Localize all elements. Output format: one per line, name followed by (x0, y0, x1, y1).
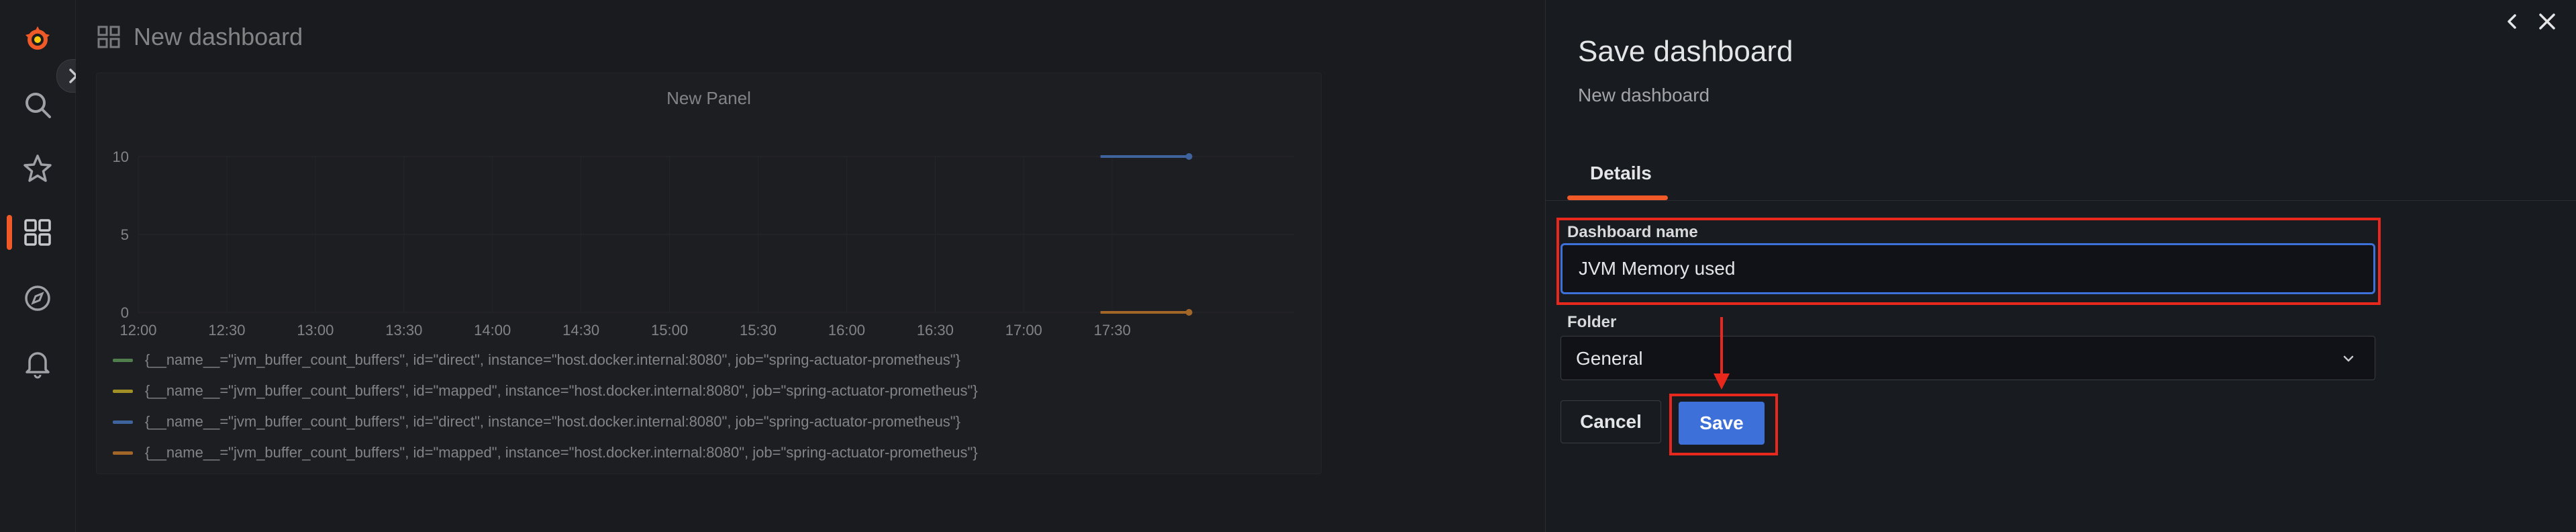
legend-swatch (113, 451, 133, 455)
x-tick-label: 15:30 (740, 322, 777, 339)
dashboard-name-input[interactable] (1561, 243, 2375, 294)
nav-active-indicator (7, 215, 12, 250)
collapse-drawer-button[interactable] (2497, 7, 2527, 36)
y-tick-label: 5 (121, 226, 129, 243)
legend-label: {__name__="jvm_buffer_count_buffers", id… (145, 351, 960, 368)
dashboard-header: New dashboard (96, 20, 303, 54)
y-tick-label: 10 (113, 148, 129, 165)
folder-label: Folder (1567, 313, 1617, 331)
alerting-bell-icon[interactable] (20, 345, 55, 380)
drawer-tabs: Details (1546, 146, 2576, 201)
x-tick-label: 15:00 (651, 322, 688, 339)
tab-active-underline (1567, 195, 1668, 200)
chevron-left-icon (2508, 14, 2516, 29)
grafana-logo-icon[interactable] (20, 21, 55, 56)
legend-item[interactable]: {__name__="jvm_buffer_count_buffers", id… (113, 406, 1254, 437)
legend-label: {__name__="jvm_buffer_count_buffers", id… (145, 413, 960, 430)
dashboard-area: New dashboard New Panel 0 5 10 12:00 12:30 13… (76, 0, 1545, 532)
series-point (1185, 153, 1193, 160)
legend-swatch (113, 358, 133, 362)
legend-swatch (113, 420, 133, 424)
chart-panel[interactable]: New Panel 0 5 10 12:00 12:30 13:00 13:30 14:00 1… (96, 73, 1322, 474)
explore-icon[interactable] (20, 281, 55, 316)
time-series-chart: 0 5 10 12:00 12:30 13:00 13:30 14:00 14:30 15:00 1… (113, 148, 1294, 339)
x-tick-label: 16:00 (828, 322, 865, 339)
dashboard-name-label: Dashboard name (1567, 223, 1698, 241)
legend-label: {__name__="jvm_buffer_count_buffers", id… (145, 444, 978, 461)
x-tick-label: 17:30 (1094, 322, 1131, 339)
dashboard-title[interactable]: New dashboard (134, 23, 303, 50)
tab-details-label: Details (1590, 163, 1652, 183)
drawer-title: Save dashboard (1578, 35, 1793, 68)
cancel-button[interactable]: Cancel (1561, 400, 1661, 443)
chevron-down-icon (2343, 355, 2354, 362)
highlight-name-box (1556, 218, 2381, 305)
x-tick-label: 13:30 (385, 322, 422, 339)
legend-item[interactable]: {__name__="jvm_buffer_count_buffers", id… (113, 375, 1254, 406)
panel-title[interactable]: New Panel (666, 88, 751, 108)
close-icon (2539, 13, 2555, 30)
folder-selected-value: General (1576, 348, 1643, 369)
series-point (1185, 309, 1193, 316)
x-tick-label: 16:30 (917, 322, 954, 339)
legend-item[interactable]: {__name__="jvm_buffer_count_buffers", id… (113, 437, 1254, 468)
legend-item[interactable]: {__name__="jvm_buffer_count_buffers", id… (113, 345, 1254, 375)
tab-details[interactable]: Details (1567, 146, 1668, 200)
dashboards-icon[interactable] (20, 215, 55, 250)
x-tick-label: 14:00 (474, 322, 511, 339)
highlight-save-box (1669, 394, 1778, 455)
legend-swatch (113, 389, 133, 393)
close-drawer-button[interactable] (2532, 7, 2562, 36)
y-tick-label: 0 (121, 304, 129, 321)
x-tick-label: 13:00 (297, 322, 334, 339)
save-dashboard-drawer: Save dashboard New dashboard Details Das… (1545, 0, 2576, 532)
legend-label: {__name__="jvm_buffer_count_buffers", id… (145, 382, 978, 399)
folder-select[interactable]: General (1561, 336, 2375, 380)
x-tick-label: 14:30 (562, 322, 599, 339)
star-icon[interactable] (20, 152, 55, 187)
dashboard-grid-icon (97, 26, 120, 48)
x-tick-label: 12:30 (208, 322, 245, 339)
x-tick-label: 17:00 (1005, 322, 1042, 339)
chart-legend: {__name__="jvm_buffer_count_buffers", id… (113, 345, 1254, 470)
drawer-subtitle: New dashboard (1578, 85, 1710, 105)
x-tick-label: 12:00 (119, 322, 156, 339)
search-icon[interactable] (20, 87, 55, 122)
save-button[interactable]: Save (1679, 402, 1765, 445)
